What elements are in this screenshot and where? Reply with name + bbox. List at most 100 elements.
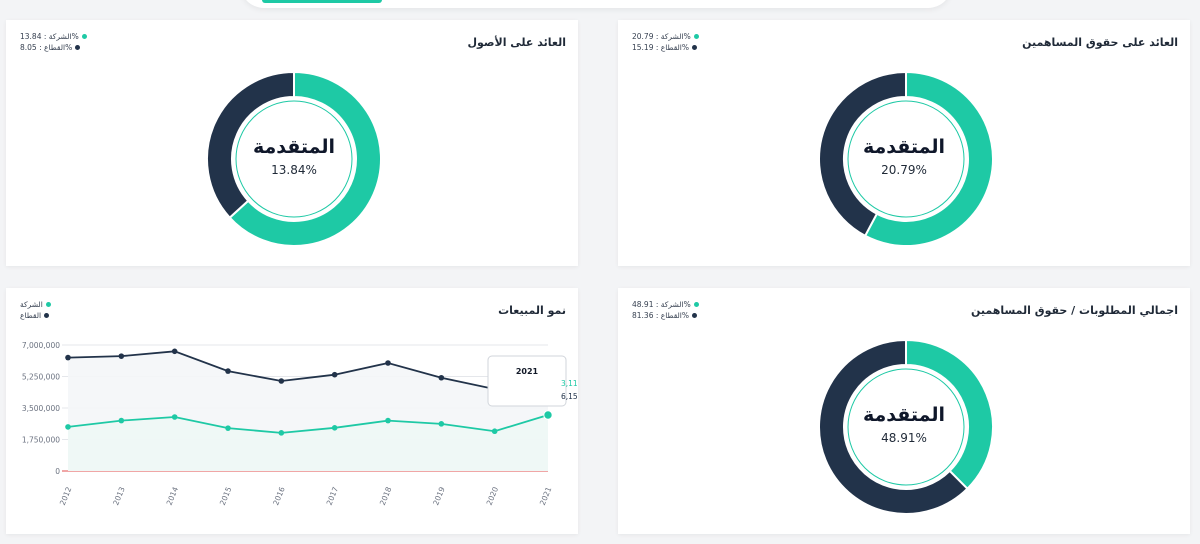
legend-dot <box>75 45 81 50</box>
series-line-sector <box>67 350 549 391</box>
data-point[interactable] <box>65 424 71 430</box>
y-tick-label: 3,500,000 <box>22 404 60 413</box>
y-tick-label: 1,750,000 <box>22 436 60 445</box>
data-point[interactable] <box>491 428 498 435</box>
x-tick-label: 2017 <box>325 485 341 506</box>
y-tick-label: 7,000,000 <box>22 341 60 350</box>
x-tick-label: 2018 <box>378 485 394 506</box>
tooltip-box <box>487 355 567 407</box>
card-title: نمو المبيعات <box>498 304 566 317</box>
donut-chart <box>818 70 994 247</box>
legend-item-sector: القطاع <box>20 310 51 321</box>
chart-tooltip: 2021 الشركة: 3,111,319 القطاع: 6,158,572… <box>487 355 578 407</box>
data-point[interactable] <box>543 410 553 420</box>
legend: الشركة : 13.84% القطاع : 8.05% <box>20 31 87 53</box>
card-title: اجمالي المطلوبات / حقوق المساهمين <box>970 304 1178 317</box>
donut-slice-company[interactable] <box>863 70 994 247</box>
legend-label: القطاع <box>20 311 42 320</box>
data-point[interactable] <box>171 348 178 355</box>
data-point[interactable] <box>385 360 391 366</box>
rating-value: 48.91% <box>881 431 927 445</box>
legend-dot <box>692 313 697 318</box>
tooltip-year: 2021 <box>516 367 539 376</box>
rating-label: المتقدمة <box>862 136 946 158</box>
legend-item-sector: القطاع : 15.19% <box>632 42 699 53</box>
donut-center-label: المتقدمة 48.91% <box>844 403 964 447</box>
active-tab-indicator[interactable] <box>262 0 382 3</box>
legend-item-company: الشركة : 20.79% <box>632 31 699 42</box>
card-title: العائد على الأصول <box>467 36 566 49</box>
roa-card: العائد على الأصول الشركة : 13.84% القطاع… <box>6 20 578 266</box>
donut-slice-company[interactable] <box>228 70 382 247</box>
donut-inner-ring <box>847 368 965 486</box>
data-point[interactable] <box>118 417 125 424</box>
data-point[interactable] <box>171 414 178 420</box>
legend-label: القطاع : 8.05% <box>20 43 73 52</box>
data-point[interactable] <box>331 425 338 431</box>
roe-card: العائد على حقوق المساهمين الشركة : 20.79… <box>618 20 1190 266</box>
legend: الشركة : 20.79% القطاع : 15.19% <box>632 31 699 53</box>
legend-item-sector: القطاع : 8.05% <box>20 42 87 53</box>
legend-dot <box>44 313 50 318</box>
data-point[interactable] <box>225 425 231 431</box>
data-point[interactable] <box>118 353 125 359</box>
legend-label: الشركة <box>20 300 43 309</box>
data-point[interactable] <box>65 354 71 361</box>
x-tick-label: 2016 <box>271 485 287 506</box>
donut-inner-ring <box>235 100 353 218</box>
legend-dot <box>693 34 699 39</box>
sales-line-chart: 7,000,000 5,250,000 3,500,000 1,750,000 0 201… <box>22 341 578 507</box>
x-tick-label: 2020 <box>485 485 501 506</box>
donut-chart <box>818 338 994 515</box>
data-point[interactable] <box>278 378 285 384</box>
legend-label: القطاع : 15.19% <box>632 43 689 52</box>
data-point[interactable] <box>438 374 445 381</box>
legend-label: الشركة : 48.91% <box>632 300 691 309</box>
legend-item-sector: القطاع : 81.36% <box>632 310 699 321</box>
donut-center-label: المتقدمة 20.79% <box>844 135 964 179</box>
x-tick-label: 2019 <box>431 485 447 506</box>
legend-dot <box>693 302 699 307</box>
data-point[interactable] <box>278 430 285 436</box>
tooltip-company-value: الشركة: 3,111,319 <box>561 379 578 388</box>
donut-slice-sector[interactable] <box>818 338 969 515</box>
top-nav-bar <box>240 0 952 8</box>
x-tick-label: 2015 <box>218 485 234 506</box>
x-tick-label: 2021 <box>538 485 554 506</box>
rating-value: 20.79% <box>881 163 927 177</box>
legend-label: الشركة : 13.84% <box>20 32 79 41</box>
data-point[interactable] <box>225 368 231 374</box>
legend-dot <box>692 45 697 50</box>
rating-value: 13.84% <box>271 163 317 177</box>
donut-inner-ring <box>847 100 965 218</box>
legend-item-company: الشركة <box>20 299 51 310</box>
y-tick-label: 5,250,000 <box>22 373 60 382</box>
data-point[interactable] <box>385 417 391 424</box>
series-line-company <box>67 414 549 434</box>
legend-label: الشركة : 20.79% <box>632 32 691 41</box>
tooltip-sector-value: القطاع: 6,158,572.42 <box>561 392 578 401</box>
x-tick-label: 2014 <box>165 485 181 506</box>
card-title: العائد على حقوق المساهمين <box>1022 36 1178 49</box>
rating-label: المتقدمة <box>862 404 946 426</box>
legend-dot <box>45 302 51 307</box>
donut-slice-sector[interactable] <box>206 70 295 220</box>
legend-item-company: الشركة : 48.91% <box>632 299 699 310</box>
data-point[interactable] <box>331 371 338 378</box>
legend: الشركة : 48.91% القطاع : 81.36% <box>632 299 699 321</box>
rating-label: المتقدمة <box>252 136 336 158</box>
plot-area: 7,000,000 5,250,000 3,500,000 1,750,000 0 201… <box>22 341 554 507</box>
x-tick-label: 2013 <box>111 485 127 506</box>
donut-slice-sector[interactable] <box>818 70 907 238</box>
sales-growth-card: نمو المبيعات الشركة القطاع 7,000,000 5,25… <box>6 288 578 534</box>
donut-center-label: المتقدمة 13.84% <box>234 135 354 179</box>
donut-chart <box>206 70 382 247</box>
legend: الشركة القطاع <box>20 299 51 321</box>
legend-label: القطاع : 81.36% <box>632 311 689 320</box>
x-tick-label: 2012 <box>58 485 74 506</box>
data-point[interactable] <box>438 421 445 427</box>
liabilities-equity-card: اجمالي المطلوبات / حقوق المساهمين الشركة… <box>618 288 1190 534</box>
series-area <box>68 414 548 471</box>
legend-item-company: الشركة : 13.84% <box>20 31 87 42</box>
legend-dot <box>81 34 87 39</box>
